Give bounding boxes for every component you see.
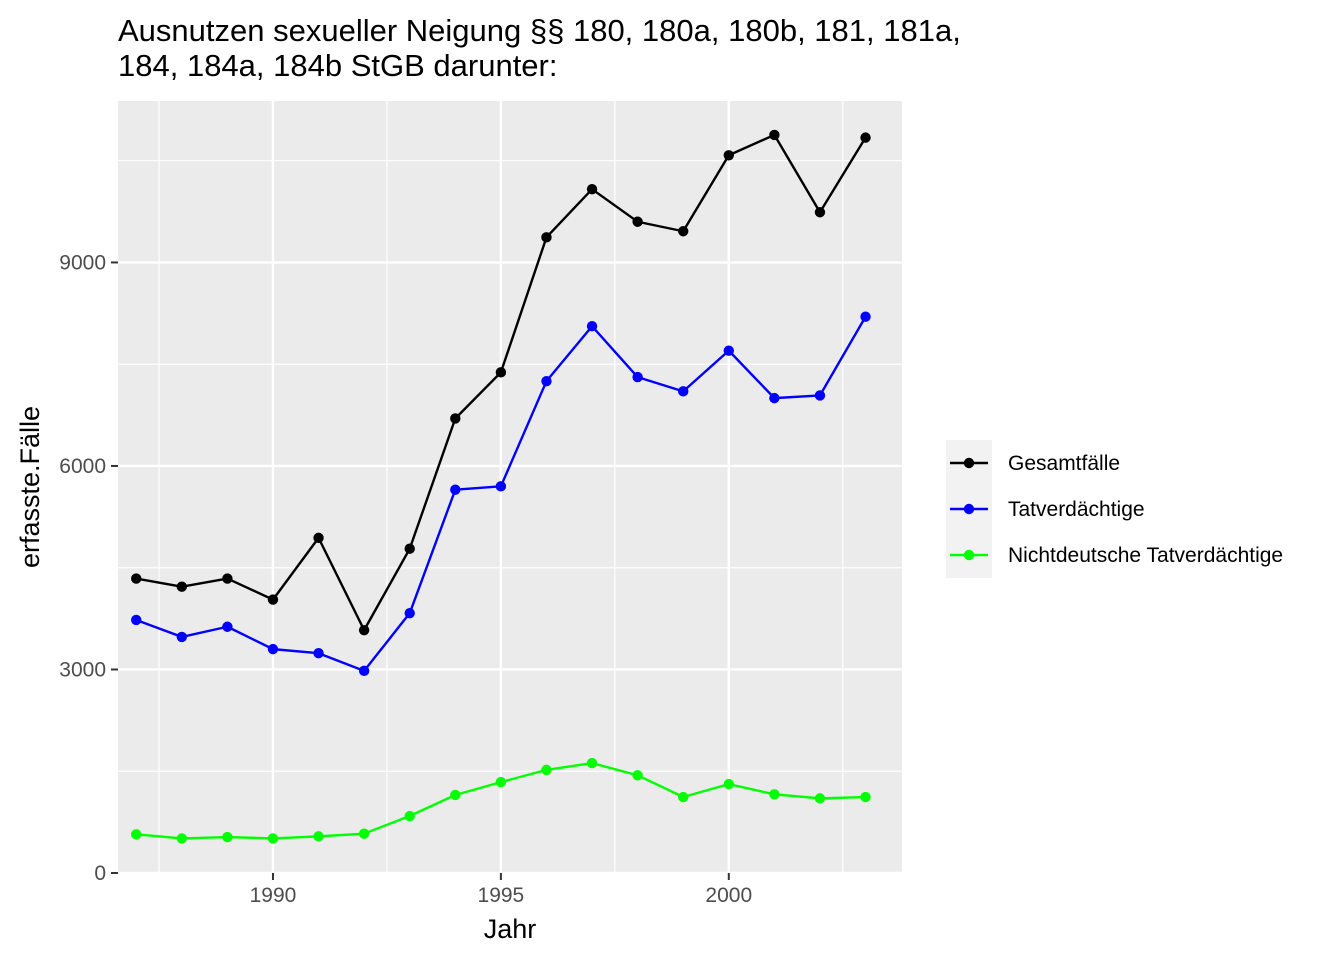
data-point: [267, 833, 279, 844]
data-point: [358, 665, 370, 677]
data-point: [632, 371, 643, 383]
data-point: [769, 392, 780, 404]
chart-title-line-2: 184, 184a, 184b StGB darunter:: [118, 48, 557, 83]
data-point: [541, 232, 552, 243]
legend-key-point: [963, 503, 975, 515]
data-point: [769, 789, 780, 800]
data-point: [404, 810, 415, 822]
data-point: [814, 207, 826, 218]
plot-panel: [118, 101, 902, 873]
data-point: [267, 594, 279, 605]
data-point: [131, 573, 142, 584]
data-point: [222, 831, 233, 843]
legend-key-point: [963, 549, 975, 561]
legend-label: Tatverdächtige: [1008, 498, 1145, 521]
data-point: [495, 481, 507, 492]
data-point: [586, 321, 598, 332]
data-point: [678, 386, 689, 397]
data-point: [586, 757, 598, 769]
data-point: [131, 829, 142, 840]
legend: Gesamtfälle Tatverdächtige Nichtdeutsche T…: [946, 440, 1283, 578]
data-point: [495, 776, 507, 788]
data-point: [541, 375, 552, 387]
x-tick-label: 2000: [705, 884, 752, 907]
data-point: [495, 367, 507, 378]
x-tick-label: 1990: [250, 884, 297, 907]
data-point: [176, 581, 188, 592]
data-point: [541, 764, 552, 776]
data-point: [450, 484, 461, 495]
data-point: [176, 833, 188, 844]
data-point: [450, 413, 461, 424]
data-point: [678, 226, 689, 237]
data-point: [313, 532, 324, 544]
legend-label: Nichtdeutsche Tatverdächtige: [1008, 544, 1283, 567]
legend-label: Gesamtfälle: [1008, 452, 1120, 475]
y-tick-label: 3000: [59, 658, 106, 681]
data-series: [131, 129, 871, 844]
x-axis-title: Jahr: [484, 914, 537, 944]
data-point: [814, 793, 826, 804]
data-point: [632, 216, 643, 227]
data-point: [131, 614, 142, 626]
y-tick-label: 6000: [59, 455, 106, 478]
data-point: [313, 648, 324, 659]
data-point: [723, 778, 734, 790]
legend-key-point: [963, 457, 975, 469]
data-point: [769, 129, 780, 141]
x-tick-label: 1995: [478, 884, 525, 907]
data-point: [176, 631, 188, 643]
data-point: [723, 345, 734, 356]
data-point: [450, 789, 461, 801]
data-point: [814, 390, 826, 401]
data-point: [860, 311, 871, 322]
data-point: [222, 621, 233, 632]
data-point: [632, 770, 643, 781]
chart-title-line-1: Ausnutzen sexueller Neigung §§ 180, 180a…: [118, 13, 961, 48]
data-point: [358, 624, 370, 636]
data-point: [860, 132, 871, 143]
data-point: [586, 183, 598, 195]
y-tick-label: 9000: [59, 251, 106, 274]
data-point: [678, 791, 689, 803]
data-point: [267, 643, 279, 655]
y-axis-title: erfasste.Fälle: [15, 406, 45, 568]
data-point: [313, 831, 324, 842]
data-point: [860, 791, 871, 803]
axes: 0 3000 6000 9000 1990 1995 2000: [59, 251, 752, 907]
data-point: [723, 150, 734, 161]
data-point: [404, 607, 415, 619]
data-point: [404, 543, 415, 554]
data-point: [222, 573, 233, 584]
data-point: [358, 828, 370, 839]
y-tick-label: 0: [94, 862, 106, 885]
